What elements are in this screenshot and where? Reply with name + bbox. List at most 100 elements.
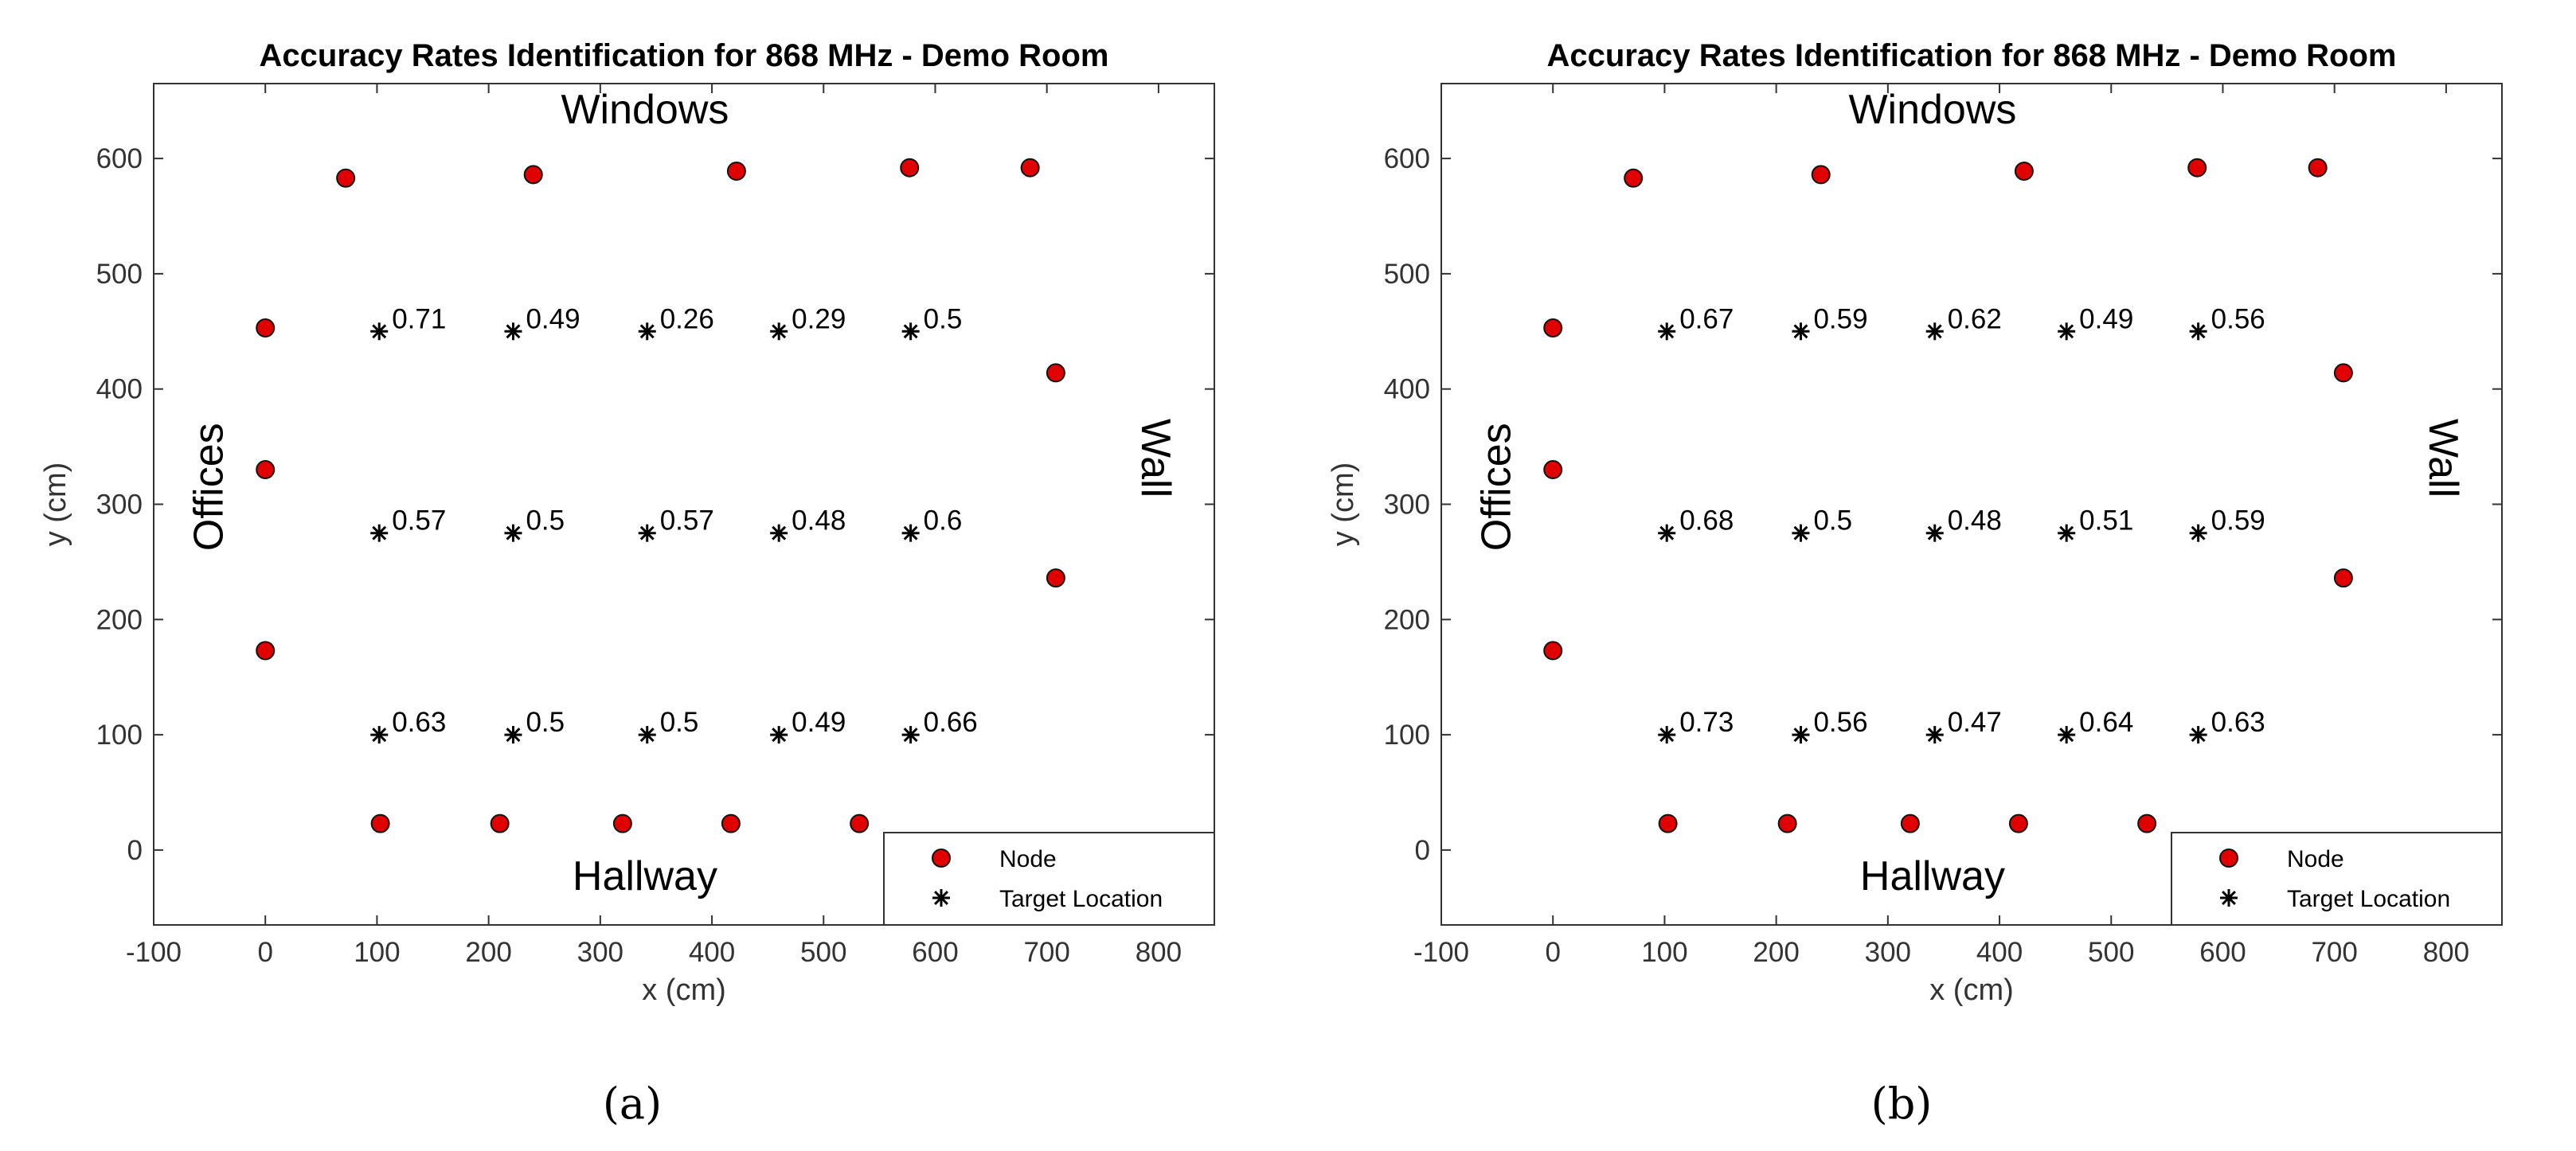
target-point-d2 (372, 525, 387, 540)
node-point (256, 318, 276, 337)
y-tick-label: 400 (96, 374, 143, 405)
target-point-d2 (2191, 728, 2206, 743)
target-point (504, 524, 522, 542)
data-label: 0.49 (526, 303, 580, 334)
target-point (1925, 524, 1944, 542)
data-label: 0.56 (2211, 303, 2265, 334)
target-point (2058, 524, 2076, 542)
x-tick-label: 100 (1641, 937, 1687, 968)
y-tick-label: 500 (96, 259, 143, 290)
target-point-d2 (772, 525, 787, 540)
target-point-d2 (1659, 525, 1675, 540)
target-point-d2 (506, 525, 521, 540)
data-label: 0.29 (792, 303, 846, 334)
data-label: 0.59 (1813, 303, 1867, 334)
data-label: 0.6 (924, 505, 963, 536)
target-point-d2 (1659, 728, 1675, 743)
data-label: 0.56 (1813, 707, 1867, 738)
node-point (1624, 168, 1644, 188)
legend-target-marker (2220, 889, 2238, 907)
target-point-d2 (1927, 525, 1942, 540)
node-point (900, 158, 920, 178)
target-point (638, 322, 656, 341)
data-label: 0.57 (392, 505, 446, 536)
node-point (1020, 158, 1040, 178)
target-point (1792, 726, 1810, 744)
plot-area (153, 83, 1215, 926)
chart-panel-b: Accuracy Rates Identification for 868 MH… (1288, 0, 2575, 1151)
room-label-offices: Offices (186, 423, 233, 551)
data-label: 0.67 (1679, 303, 1734, 334)
target-point (2058, 726, 2076, 744)
chart-panel-a: Accuracy Rates Identification for 868 MH… (39, 38, 1215, 1007)
data-label: 0.5 (1813, 505, 1852, 536)
node-point (1811, 165, 1831, 185)
node-point (2187, 158, 2207, 178)
node-point (2137, 814, 2157, 833)
node-point (612, 814, 632, 833)
room-label-windows: Windows (1848, 87, 2016, 133)
node-point (2008, 814, 2028, 833)
room-label-hallway: Hallway (1860, 853, 2005, 899)
target-point-d2 (1793, 324, 1808, 339)
y-tick-label: 300 (1384, 490, 1430, 521)
target-point (770, 322, 788, 341)
node-point (726, 162, 746, 181)
target-point (1925, 726, 1944, 744)
data-label: 0.57 (660, 505, 714, 536)
target-point-d2 (903, 324, 918, 339)
x-tick-label: 600 (2199, 937, 2246, 968)
target-point-d2 (2191, 525, 2206, 540)
node-point (1543, 318, 1563, 337)
target-point (1925, 322, 1944, 341)
y-tick-label: 300 (96, 490, 143, 521)
target-point (370, 524, 389, 542)
y-tick-label: 200 (96, 604, 143, 635)
y-tick-label: 0 (127, 835, 143, 866)
data-label: 0.66 (924, 707, 978, 738)
target-point (504, 322, 522, 341)
target-point (2189, 726, 2207, 744)
data-label: 0.48 (792, 505, 846, 536)
legend-node-label: Node (2287, 846, 2344, 872)
node-point (256, 641, 276, 661)
data-label: 0.5 (660, 707, 699, 738)
y-tick-label: 200 (1384, 604, 1430, 635)
target-point-d2 (639, 728, 655, 743)
target-point-d2 (903, 525, 918, 540)
target-point (901, 322, 920, 341)
chart-a-svg: Accuracy Rates Identification for 868 MH… (39, 38, 1215, 1007)
x-tick-label: 200 (1753, 937, 1799, 968)
room-label-offices: Offices (1474, 423, 1520, 551)
node-point (2333, 363, 2353, 383)
legend-target-marker (932, 889, 950, 907)
target-point (2189, 524, 2207, 542)
target-point (370, 726, 389, 744)
y-tick-label: 600 (1384, 143, 1430, 174)
data-label: 0.73 (1679, 707, 1734, 738)
target-point (1658, 524, 1676, 542)
legend-target-marker-d2 (2222, 891, 2236, 905)
y-tick-label: 100 (1384, 720, 1430, 751)
target-point-d2 (506, 324, 521, 339)
data-label: 0.68 (1679, 505, 1734, 536)
target-point-d2 (372, 324, 387, 339)
target-point-d2 (639, 525, 655, 540)
x-tick-label: -100 (1413, 937, 1469, 968)
target-point (1792, 322, 1810, 341)
legend-node-marker (932, 849, 951, 868)
x-tick-label: 400 (1976, 937, 2023, 968)
x-tick-label: -100 (126, 937, 182, 968)
target-point-d2 (1793, 728, 1808, 743)
y-tick-label: 100 (96, 720, 143, 751)
node-point (1543, 641, 1563, 661)
target-point-d2 (1927, 728, 1942, 743)
target-point (370, 322, 389, 341)
target-point-d2 (506, 728, 521, 743)
y-tick-label: 600 (96, 143, 143, 174)
y-tick-label: 0 (1415, 835, 1430, 866)
data-label: 0.49 (2079, 303, 2133, 334)
plot-area (1440, 83, 2503, 926)
room-label-wall: Wall (1132, 419, 1179, 497)
chart-b-svg: Accuracy Rates Identification for 868 MH… (1327, 38, 2503, 1007)
